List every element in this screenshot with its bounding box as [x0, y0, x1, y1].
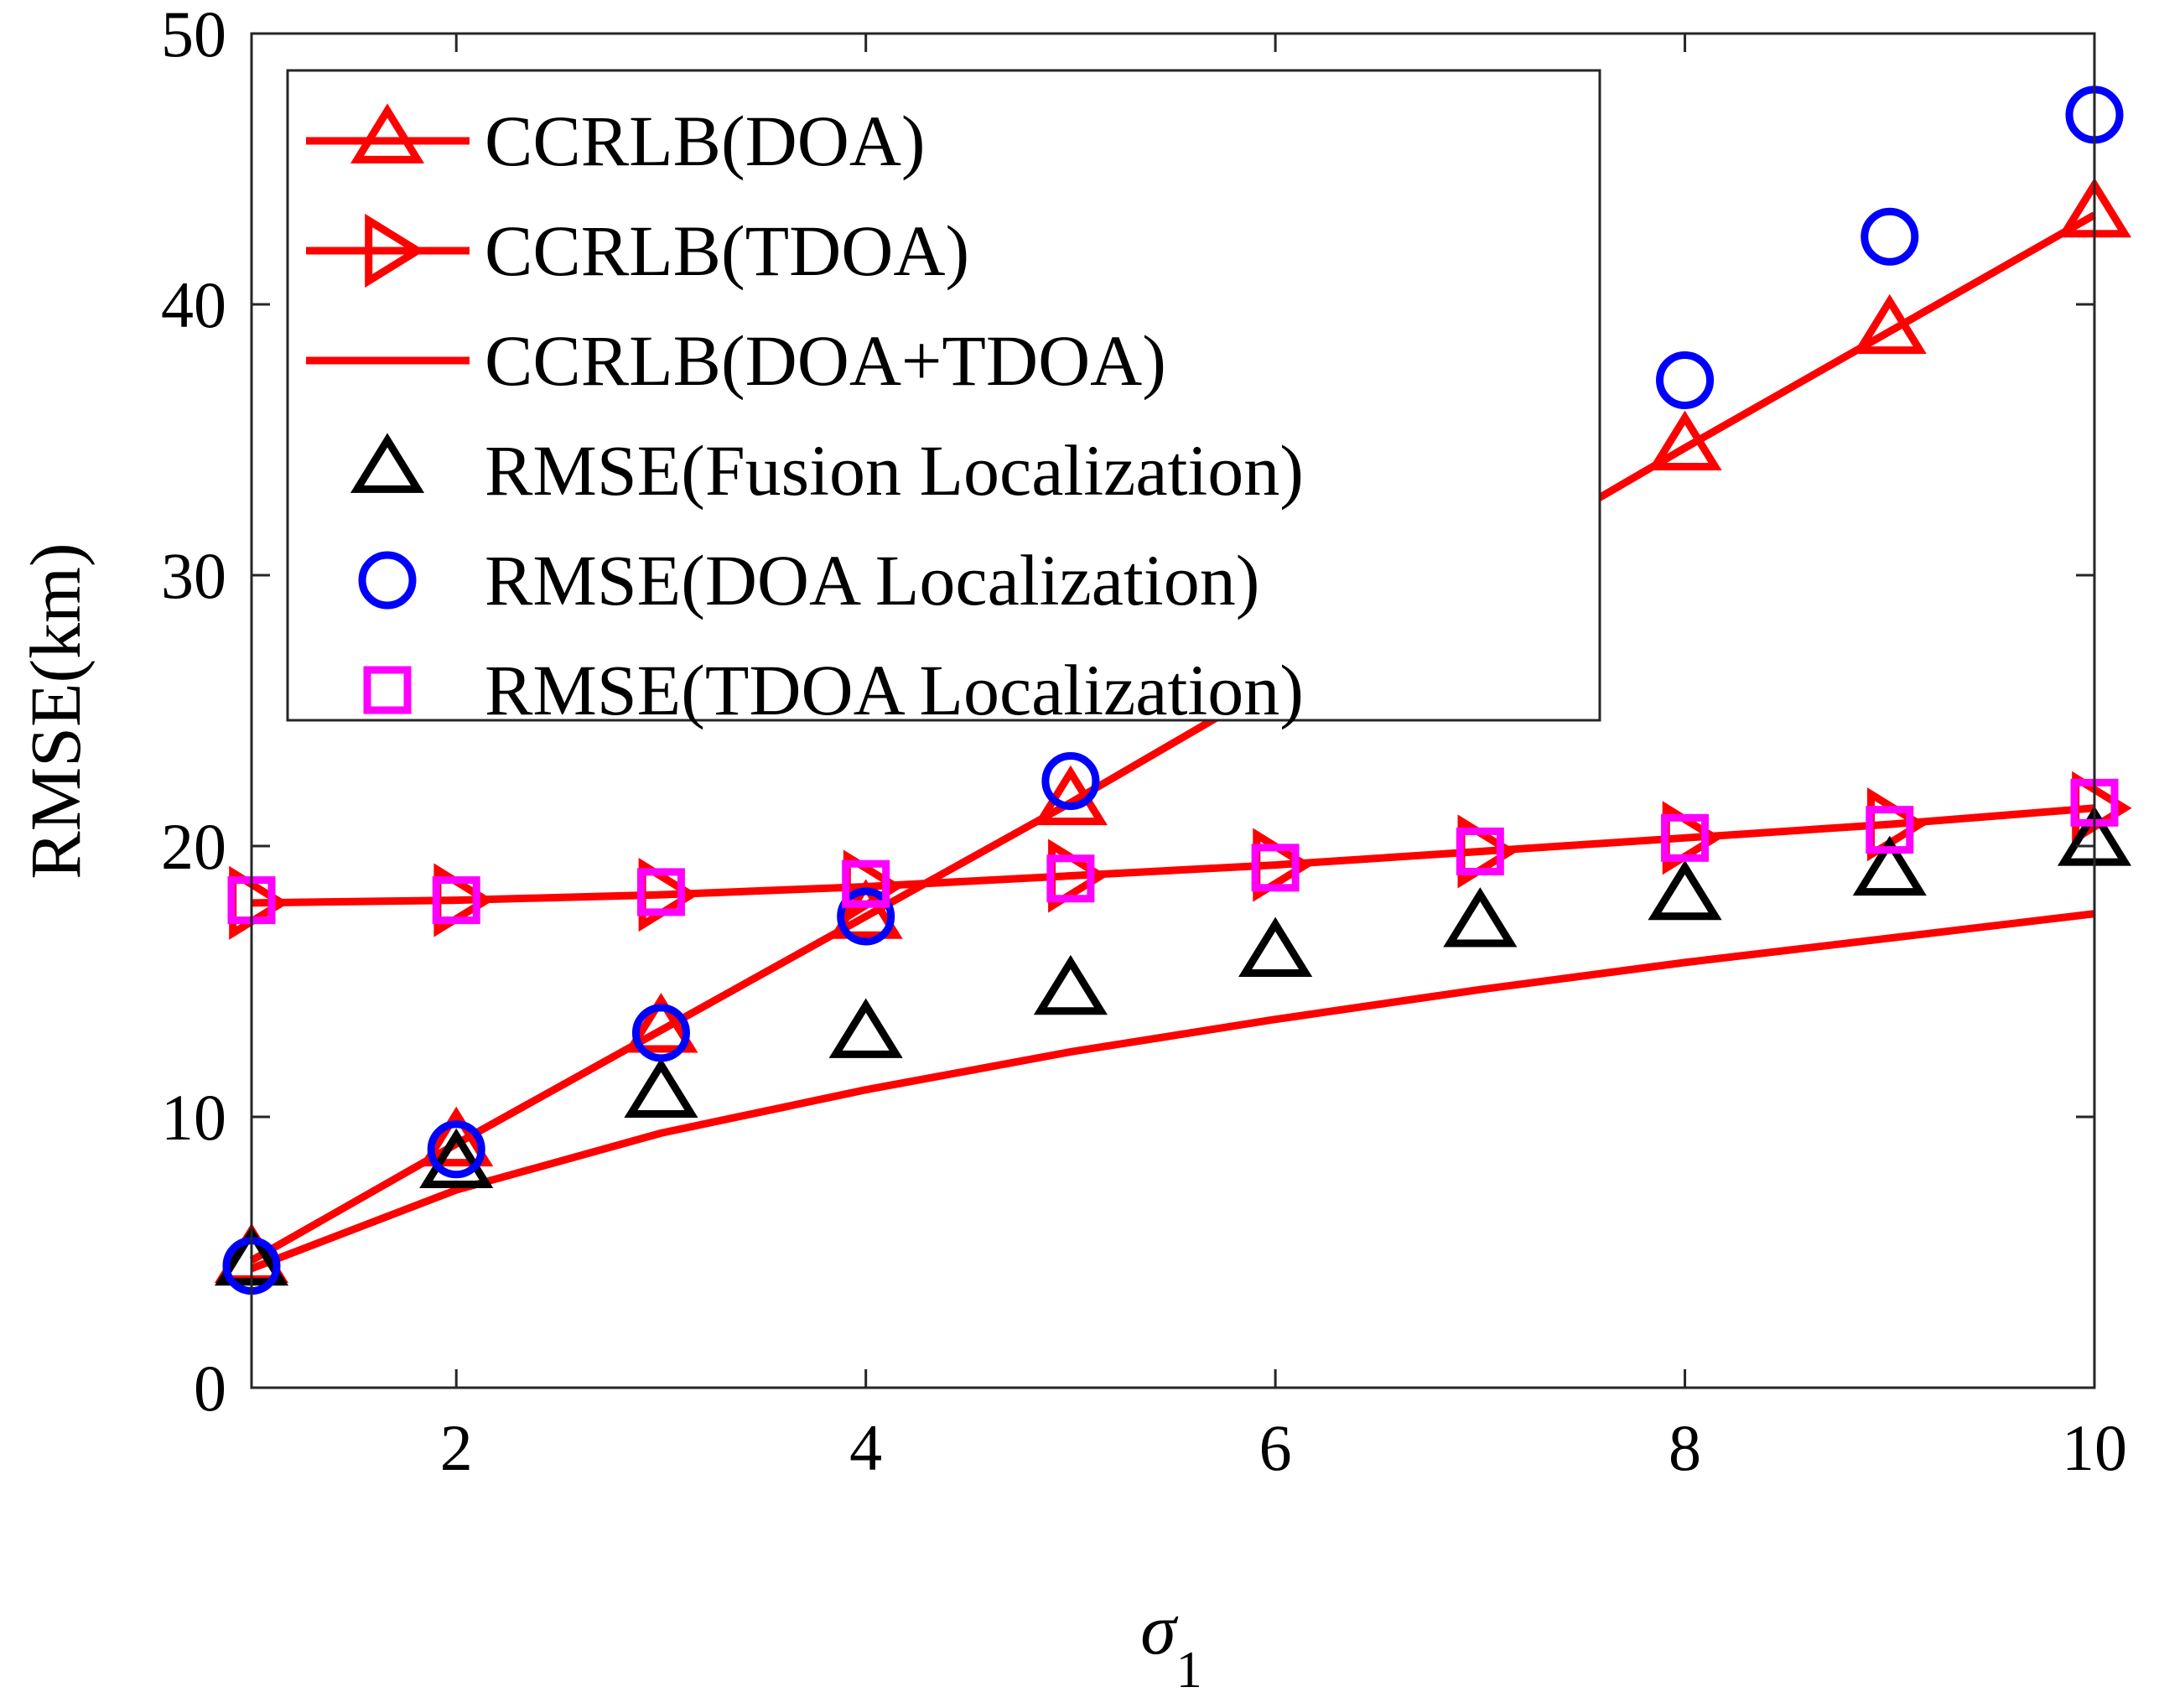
legend-marker-ccrlb-doa: [350, 103, 425, 164]
y-tick-label-40: 40: [161, 268, 226, 341]
y-tick-label-20: 20: [161, 810, 226, 883]
data-point-ccrlb-doa-3: [624, 993, 698, 1053]
legend-marker-rmse-fusion-localization: [350, 433, 425, 493]
data-point-rmse-tdoa-localization-5: [1046, 854, 1095, 903]
legend-entry-ccrlb-doa: CCRLB(DOA): [306, 101, 926, 181]
data-point-rmse-tdoa-localization-6: [1251, 844, 1300, 892]
data-point-rmse-doa-localization-8: [1656, 350, 1715, 409]
x-tick-label-6: 6: [1259, 1411, 1292, 1484]
legend-label-rmse-fusion-localization: RMSE(Fusion Localization): [485, 430, 1304, 511]
data-point-rmse-fusion-localization-5: [1033, 954, 1108, 1015]
data-point-rmse-doa-localization-5: [1041, 751, 1100, 810]
axis-ticks: 2 4 6 8 10 0 10 20 30 40 50: [161, 0, 2127, 1484]
plot-area-frame: [250, 32, 2096, 1389]
legend-marker-rmse-doa-localization: [358, 551, 417, 610]
data-point-rmse-fusion-localization-9: [1852, 835, 1927, 896]
legend-marker-ccrlb-tdoa: [365, 213, 425, 288]
data-point-ccrlb-doa-8: [1648, 410, 1722, 471]
x-axis-label: σ1: [1140, 1589, 1201, 1699]
legend-entry-ccrlb-tdoa: CCRLB(TDOA): [306, 210, 969, 291]
y-axis-label: RMSE(km): [15, 543, 96, 879]
data-point-rmse-fusion-localization-4: [828, 998, 903, 1058]
data-point-rmse-tdoa-localization-3: [636, 868, 685, 916]
data-point-ccrlb-doa-9: [1852, 293, 1927, 355]
data-point-rmse-fusion-localization-2: [419, 1128, 494, 1188]
y-tick-label-10: 10: [161, 1081, 226, 1154]
legend: CCRLB(DOA) CCRLB(TDOA) CCRLB(DOA+TDOA) RMSE…: [286, 69, 1601, 730]
data-point-rmse-tdoa-localization-9: [1866, 806, 1914, 854]
data-point-ccrlb-doa-2: [419, 1106, 494, 1167]
series-ccrlb-doa-tdoa: [250, 910, 2095, 1273]
data-point-rmse-tdoa-localization-4: [842, 859, 890, 908]
x-axis-label-subscript: 1: [1176, 1642, 1202, 1699]
data-point-rmse-tdoa-localization-7: [1456, 827, 1504, 875]
legend-marker-rmse-tdoa-localization: [363, 666, 412, 714]
legend-entry-rmse-tdoa-localization: RMSE(TDOA Localization): [363, 650, 1304, 730]
data-point-rmse-tdoa-localization-8: [1661, 813, 1710, 862]
legend-label-ccrlb-doa: CCRLB(DOA): [485, 101, 926, 181]
data-point-rmse-doa-localization-2: [427, 1120, 485, 1179]
data-point-rmse-doa-localization-9: [1861, 207, 1919, 266]
x-tick-label-8: 8: [1669, 1411, 1701, 1484]
y-tick-label-30: 30: [161, 539, 226, 612]
legend-label-ccrlb-doa-tdoa: CCRLB(DOA+TDOA): [485, 320, 1166, 401]
legend-entry-rmse-doa-localization: RMSE(DOA Localization): [358, 540, 1259, 620]
legend-entry-ccrlb-doa-tdoa: CCRLB(DOA+TDOA): [306, 320, 1166, 401]
data-point-rmse-fusion-localization-6: [1238, 916, 1313, 978]
legend-label-ccrlb-tdoa: CCRLB(TDOA): [485, 210, 969, 291]
legend-label-rmse-tdoa-localization: RMSE(TDOA Localization): [485, 650, 1304, 730]
series-line-ccrlb-tdoa: [251, 804, 2095, 907]
data-layer: [214, 86, 2132, 1295]
data-point-rmse-doa-localization-4: [837, 887, 895, 946]
series-line-ccrlb-doa: [249, 211, 2097, 1264]
data-point-rmse-doa-localization-3: [631, 1004, 690, 1062]
data-point-rmse-fusion-localization-3: [624, 1057, 698, 1118]
legend-box: [286, 69, 1601, 722]
legend-entry-rmse-fusion-localization: RMSE(Fusion Localization): [350, 430, 1304, 511]
y-tick-label-50: 50: [161, 0, 226, 70]
y-tick-label-0: 0: [194, 1352, 226, 1425]
series-line-ccrlb-doa-tdoa: [250, 910, 2095, 1273]
data-point-rmse-tdoa-localization-2: [432, 876, 480, 925]
x-tick-label-4: 4: [849, 1411, 882, 1484]
legend-label-rmse-doa-localization: RMSE(DOA Localization): [485, 540, 1259, 620]
data-point-rmse-fusion-localization-8: [1648, 859, 1722, 921]
x-tick-label-10: 10: [2062, 1411, 2127, 1484]
x-axis-label-symbol: σ: [1140, 1589, 1179, 1669]
data-point-rmse-fusion-localization-7: [1443, 887, 1518, 947]
x-tick-label-2: 2: [440, 1411, 473, 1484]
